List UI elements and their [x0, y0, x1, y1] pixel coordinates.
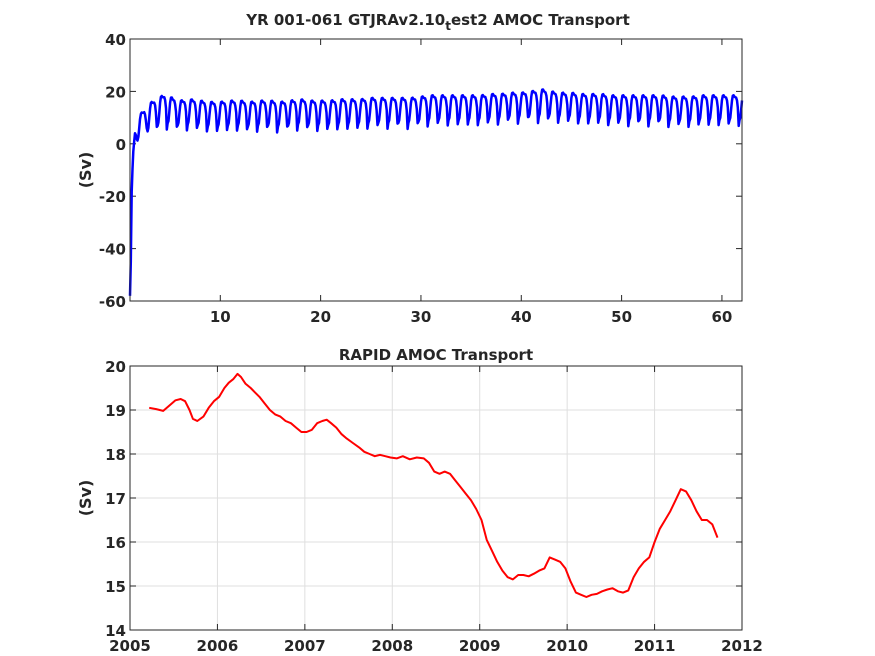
rapid-y-axis-label: (Sv): [76, 480, 95, 517]
rapid-chart-title: RAPID AMOC Transport: [339, 346, 533, 364]
rapid-y-tick-label: 20: [105, 358, 126, 376]
model-plot-frame: [129, 38, 743, 302]
model-chart-title: YR 001-061 GTJRAv2.10test2 AMOC Transpor…: [245, 11, 630, 33]
model-x-tick-label: 40: [511, 308, 532, 326]
rapid-x-tick-label: 2005: [109, 637, 151, 655]
model-y-tick-label: 40: [105, 31, 126, 49]
rapid-x-tick-label: 2010: [546, 637, 588, 655]
model-amoc-series-line: [128, 88, 744, 296]
rapid-x-tick-label: 2012: [721, 637, 763, 655]
model-x-tick-label: 10: [210, 308, 231, 326]
rapid-x-tick-label: 2009: [459, 637, 501, 655]
rapid-x-tick-label: 2006: [197, 637, 239, 655]
model-x-tick-label: 60: [711, 308, 732, 326]
model-x-tick-label: 20: [310, 308, 331, 326]
rapid-y-tick-label: 16: [105, 534, 126, 552]
rapid-y-tick-label: 19: [105, 402, 126, 420]
model-amoc-panel: YR 001-061 GTJRAv2.10test2 AMOC Transpor…: [76, 11, 744, 326]
model-y-axis-label: (Sv): [76, 152, 95, 189]
rapid-plot-frame: [129, 365, 743, 631]
rapid-y-tick-label: 15: [105, 578, 126, 596]
rapid-x-tick-label: 2011: [634, 637, 676, 655]
model-y-tick-label: 0: [116, 136, 126, 154]
rapid-x-tick-label: 2008: [371, 637, 413, 655]
model-y-tick-label: -20: [99, 188, 126, 206]
model-y-tick-label: 20: [105, 83, 126, 101]
rapid-y-tick-label: 18: [105, 446, 126, 464]
rapid-amoc-series-line: [149, 372, 719, 598]
model-x-tick-label: 30: [411, 308, 432, 326]
rapid-y-tick-label: 17: [105, 490, 126, 508]
rapid-amoc-panel: RAPID AMOC Transport 2005 2006 2007 2008 200…: [76, 346, 763, 655]
model-y-tick-label: -40: [99, 241, 126, 259]
rapid-x-tick-label: 2007: [284, 637, 326, 655]
rapid-y-tick-label: 14: [105, 622, 126, 640]
model-y-tick-label: -60: [99, 293, 126, 311]
model-x-tick-label: 50: [611, 308, 632, 326]
